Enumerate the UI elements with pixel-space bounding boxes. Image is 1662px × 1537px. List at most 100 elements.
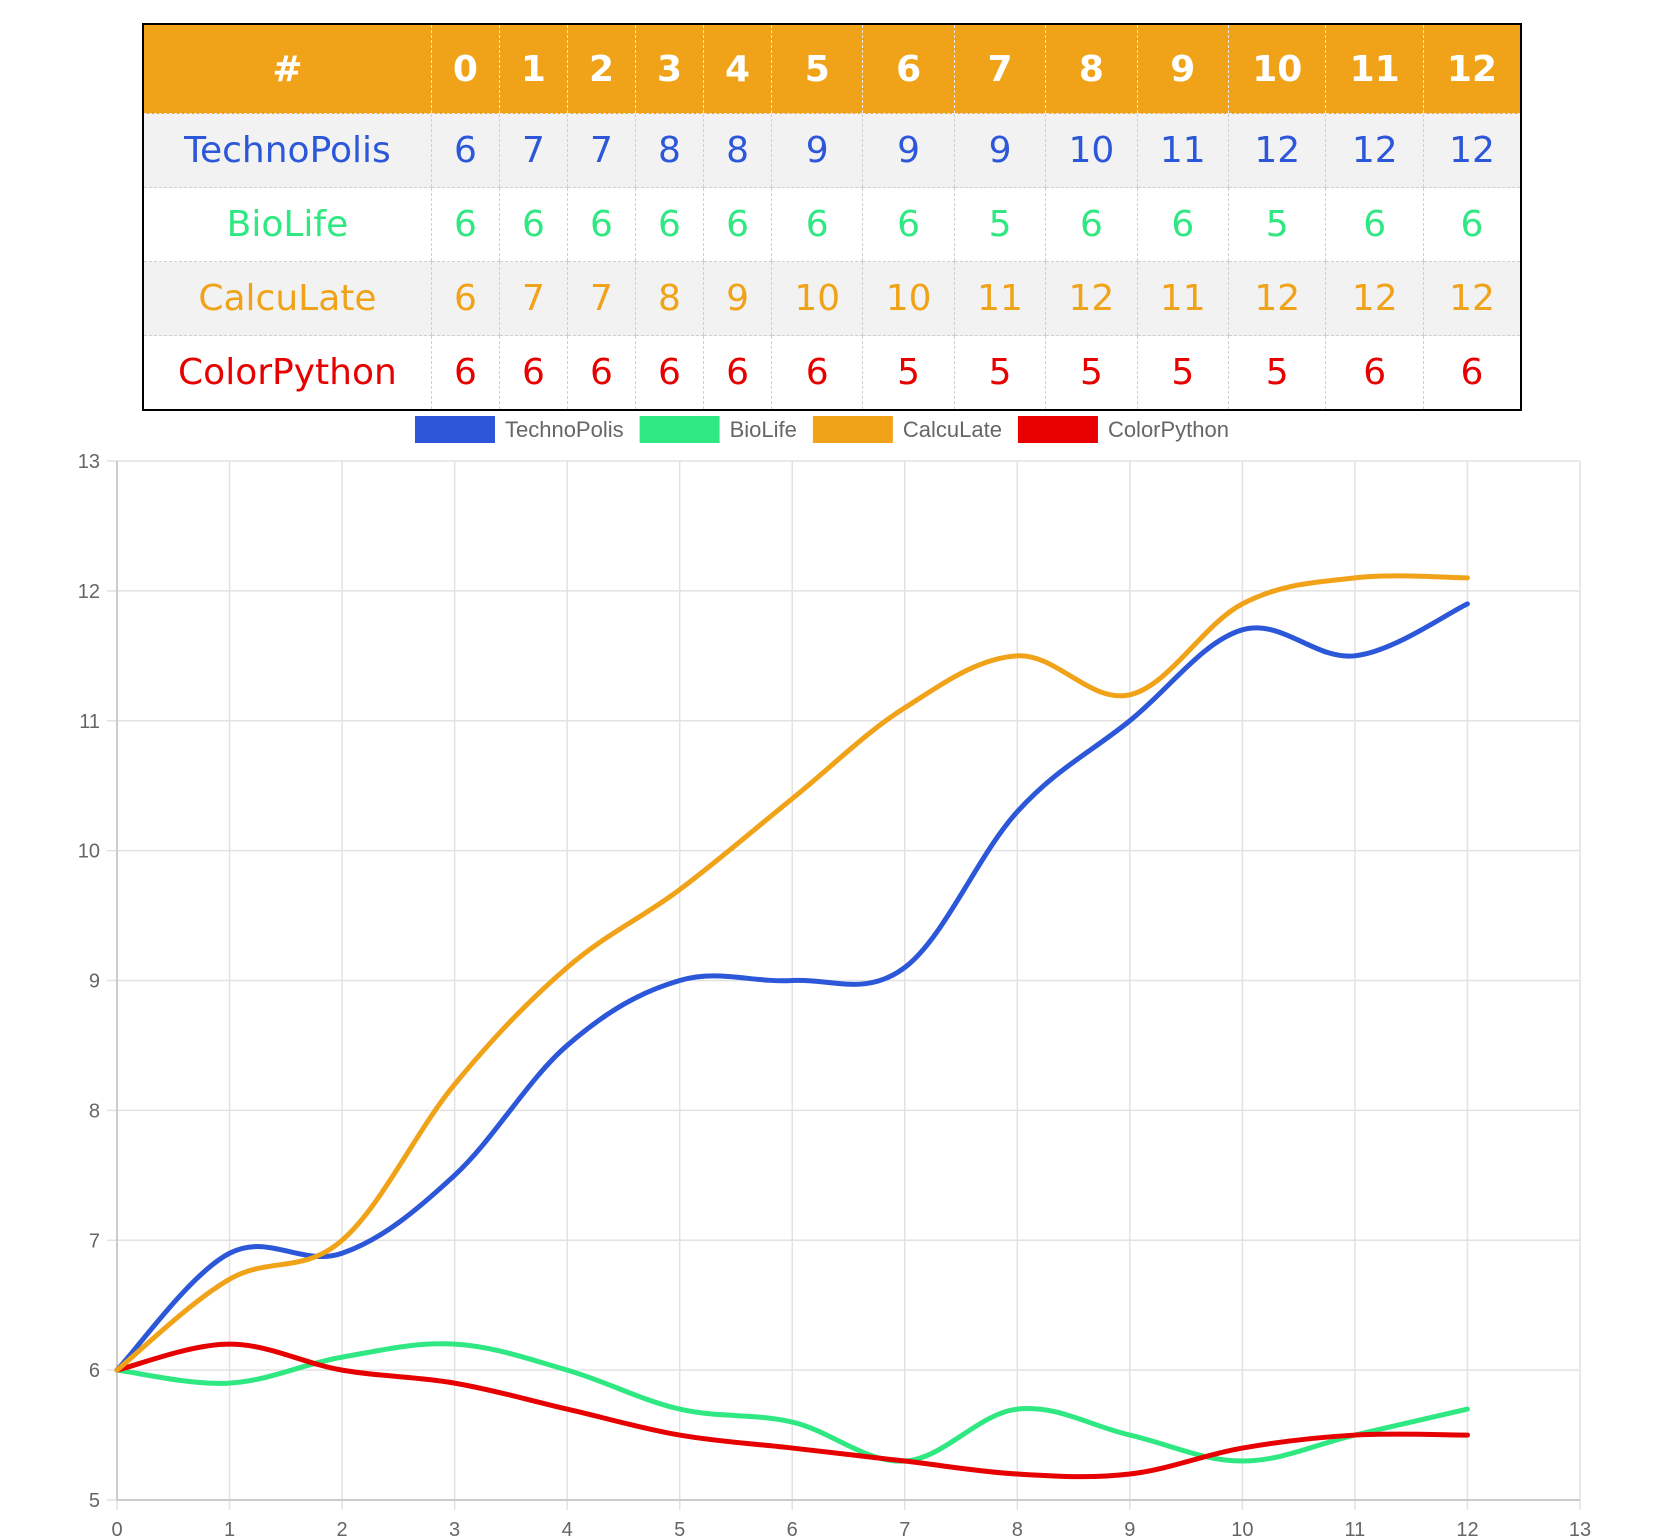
table-body: TechnoPolis 6 7 7 8 8 9 9 9 10 11 12 12 12 BioLife 6 6 6 6…: [143, 113, 1521, 410]
table-cell: 12: [1422, 261, 1521, 336]
table-cell: 8: [634, 113, 704, 188]
table-cell: 11: [1136, 113, 1229, 188]
table-cell: 5: [1136, 335, 1229, 410]
table-cell: 10: [862, 261, 955, 336]
y-tick-label: 10: [78, 841, 100, 863]
series-line-biolife: [114, 1341, 1470, 1464]
table-cell: 11: [1136, 261, 1229, 336]
table-column-header: 1: [498, 24, 568, 114]
legend-label: BioLife: [730, 417, 797, 442]
table-row: TechnoPolis 6 7 7 8 8 9 9 9 10 11 12 12 12: [143, 113, 1521, 188]
legend-item-technopolis[interactable]: TechnoPolis: [414, 416, 624, 443]
chart-series: [114, 573, 1470, 1480]
y-tick-label: 13: [78, 451, 100, 473]
x-tick-label: 4: [562, 1519, 573, 1537]
table-column-header: 0: [430, 24, 500, 114]
table-column-header: 3: [634, 24, 704, 114]
legend-swatch: [414, 416, 495, 443]
table-row: ColorPython 6 6 6 6 6 6 5 5 5 5 5 6 6: [143, 335, 1521, 410]
table-cell: 7: [566, 261, 636, 336]
row-name-cell: CalcuLate: [143, 261, 432, 336]
y-tick-label: 9: [89, 971, 100, 993]
table-cell: 11: [953, 261, 1046, 336]
table-column-header: 2: [566, 24, 636, 114]
legend-label: TechnoPolis: [505, 417, 624, 442]
table-cell: 9: [953, 113, 1046, 188]
chart-legend: TechnoPolis BioLife CalcuLate ColorPython: [414, 416, 1229, 443]
legend-swatch: [639, 416, 720, 443]
table-cell: 12: [1422, 113, 1521, 188]
table-cell: 8: [634, 261, 704, 336]
table-cell: 6: [771, 335, 863, 410]
table-header-row: # 0 1 2 3 4 5 6 7 8 9 10 11 12: [143, 24, 1521, 114]
table-cell: 7: [498, 113, 568, 188]
table-cell: 6: [430, 261, 500, 336]
table-cell: 6: [1045, 187, 1138, 262]
x-tick-label: 5: [674, 1519, 685, 1537]
x-tick-label: 13: [1569, 1519, 1591, 1537]
table-cell: 6: [430, 335, 500, 410]
score-table: # 0 1 2 3 4 5 6 7 8 9 10 11 12 TechnoPol…: [142, 23, 1522, 411]
legend-swatch: [1017, 416, 1098, 443]
legend-item-biolife[interactable]: BioLife: [639, 416, 797, 443]
table-cell: 6: [1325, 187, 1424, 262]
table-cell: 9: [862, 113, 955, 188]
table-cell: 10: [771, 261, 863, 336]
series-line-technopolis: [114, 601, 1470, 1373]
table-cell: 6: [771, 187, 863, 262]
table-row: CalcuLate 6 7 7 8 9 10 10 11 12 11 12 12 12: [143, 261, 1521, 336]
x-tick-label: 8: [1012, 1519, 1023, 1537]
table-cell: 6: [634, 187, 704, 262]
x-tick-label: 0: [111, 1519, 122, 1537]
x-tick-label: 11: [1345, 1519, 1366, 1537]
table-cell: 12: [1227, 113, 1326, 188]
table-column-header: 10: [1227, 24, 1326, 114]
x-tick-label: 12: [1456, 1519, 1478, 1537]
table-cell: 5: [1045, 335, 1138, 410]
y-tick-label: 6: [89, 1360, 100, 1382]
chart-grid: [107, 460, 1581, 1510]
y-tick-label: 11: [79, 711, 100, 733]
table-cell: 12: [1325, 113, 1424, 188]
table-cell: 9: [771, 113, 863, 188]
table-column-header: 7: [953, 24, 1046, 114]
table-cell: 6: [703, 335, 772, 410]
row-name-cell: ColorPython: [143, 335, 432, 410]
x-tick-label: 7: [899, 1519, 910, 1537]
table-cell: 5: [953, 335, 1046, 410]
table-cell: 5: [1227, 187, 1326, 262]
table-cell: 12: [1227, 261, 1326, 336]
table-column-header: 5: [771, 24, 863, 114]
x-tick-label: 9: [1124, 1519, 1135, 1537]
table-column-header: 8: [1045, 24, 1138, 114]
table-cell: 6: [1422, 335, 1521, 410]
table-cell: 6: [566, 187, 636, 262]
series-line-calculate: [114, 573, 1470, 1373]
table-cell: 6: [862, 187, 955, 262]
y-tick-label: 7: [89, 1230, 100, 1252]
x-tick-label: 2: [337, 1519, 348, 1537]
table-cell: 12: [1045, 261, 1138, 336]
table-cell: 8: [703, 113, 772, 188]
x-tick-label: 6: [787, 1519, 798, 1537]
table-cell: 5: [862, 335, 955, 410]
table-column-header: 12: [1422, 24, 1521, 114]
legend-item-calculate[interactable]: CalcuLate: [812, 416, 1002, 443]
table-cell: 5: [1227, 335, 1326, 410]
table-cell: 6: [1325, 335, 1424, 410]
table-column-header: 9: [1136, 24, 1229, 114]
table-cell: 7: [566, 113, 636, 188]
y-tick-label: 5: [89, 1490, 100, 1512]
series-line-colorpython: [114, 1341, 1470, 1480]
y-tick-label: 8: [89, 1100, 100, 1122]
table-cell: 6: [566, 335, 636, 410]
table-cell: 6: [1136, 187, 1229, 262]
legend-label: CalcuLate: [903, 417, 1002, 442]
legend-item-colorpython[interactable]: ColorPython: [1017, 416, 1229, 443]
y-tick-label: 12: [78, 581, 100, 603]
table-column-header: 4: [703, 24, 772, 114]
table-cell: 9: [703, 261, 772, 336]
table-header-label: #: [143, 24, 432, 114]
table-cell: 6: [430, 187, 500, 262]
